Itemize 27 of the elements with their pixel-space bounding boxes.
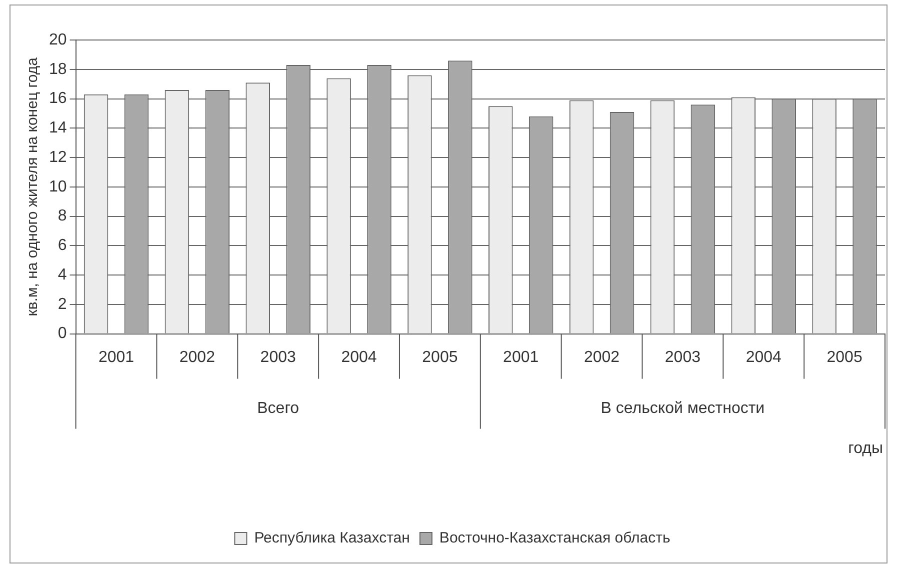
y-tick-label: 16 (49, 90, 67, 108)
x-tick-label: 2002 (179, 348, 216, 366)
y-tick-label: 8 (58, 208, 67, 225)
y-tick-label: 6 (58, 237, 67, 254)
x-tick-label: 2004 (341, 348, 377, 366)
text: Всего (257, 400, 300, 418)
x-tick-label: 2004 (746, 348, 782, 366)
y-tick-label: 10 (49, 178, 67, 196)
y-tick-label: 14 (49, 120, 67, 137)
x-tick-label: 2005 (826, 348, 862, 366)
legend-label: Восточно-Казахстанская область (439, 530, 670, 547)
x-tick-label: 2002 (584, 348, 620, 366)
y-tick-label: 20 (49, 31, 67, 48)
y-tick-label: 4 (58, 266, 67, 284)
x-axis-title: годы (848, 440, 883, 458)
x-tick-label: 2001 (503, 348, 539, 366)
x-tick-label: 2001 (98, 348, 134, 366)
y-tick-label: 12 (49, 148, 67, 166)
x-tick-label: 2003 (260, 348, 296, 366)
y-tick-label: 2 (58, 296, 67, 313)
y-axis-title: кв.м, на одного жителя на конец года (24, 56, 42, 316)
y-tick-label: 18 (49, 60, 67, 78)
y-tick-label: 0 (58, 325, 67, 342)
text: В сельской местности (600, 400, 765, 418)
legend-label: Республика Казахстан (254, 530, 410, 547)
x-tick-label: 2005 (422, 348, 458, 366)
x-tick-label: 2003 (664, 348, 701, 366)
